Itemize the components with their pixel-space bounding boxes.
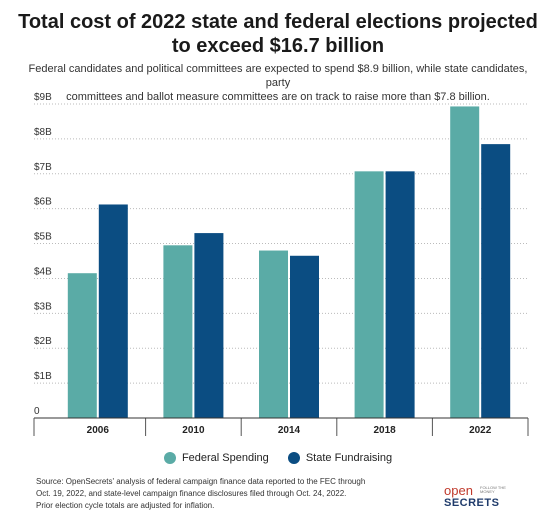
legend-swatch-federal	[163, 452, 176, 464]
source-line3: Prior election cycle totals are adjusted…	[36, 501, 215, 510]
legend-label-state: State Fundraising	[305, 452, 393, 464]
bar-state-2010	[194, 233, 224, 418]
bar-state-2018	[385, 171, 415, 418]
x-tick-label: 2022	[469, 425, 492, 436]
bar-federal-2014	[259, 250, 288, 418]
y-tick-label: $7B	[34, 162, 52, 173]
chart-subtitle-line2: committees and ballot measure committees…	[66, 91, 490, 103]
bar-federal-2010	[163, 245, 193, 418]
logo-open-text: open	[444, 483, 473, 498]
bar-federal-2018	[354, 171, 384, 418]
x-axis: 2006 2010 2014 2018 2022	[33, 417, 529, 436]
source-line2: Oct. 19, 2022, and state-level campaign …	[36, 489, 347, 498]
logo-tagline: FOLLOW THE MONEY	[480, 485, 506, 494]
chart-subtitle: Federal candidates and political committ…	[20, 62, 536, 104]
chart-subtitle-line1: Federal candidates and political committ…	[28, 63, 528, 89]
chart-title-line1: Total cost of 2022 state and federal ele…	[18, 11, 538, 33]
bar-federal-2006	[67, 273, 97, 418]
source-note: Source: OpenSecrets' analysis of federal…	[36, 476, 396, 512]
logo-secrets-text: SECRETS	[444, 497, 500, 509]
x-tick-label: 2010	[182, 425, 205, 436]
y-tick-label: $4B	[34, 266, 52, 277]
bars	[67, 106, 511, 418]
x-tick-label: 2014	[278, 425, 301, 436]
y-axis: 0 $1B $2B $3B $4B $5B $6B $7B $8B $9B	[34, 92, 52, 417]
source-line1: Source: OpenSecrets' analysis of federal…	[36, 477, 366, 486]
bar-state-2022	[481, 144, 511, 418]
chart-title-line2: to exceed $16.7 billion	[171, 35, 385, 57]
bar-federal-2022	[450, 106, 480, 418]
y-tick-label: $8B	[34, 127, 52, 138]
legend-item-state: State Fundraising	[287, 452, 393, 464]
y-tick-label: $9B	[34, 92, 52, 103]
opensecrets-logo: open FOLLOW THE MONEY SECRETS	[444, 484, 544, 510]
legend-swatch-state	[287, 452, 300, 464]
y-tick-label: $3B	[34, 301, 52, 312]
chart-title: Total cost of 2022 state and federal ele…	[10, 10, 546, 58]
legend-label-federal: Federal Spending	[181, 452, 269, 464]
legend-item-federal: Federal Spending	[163, 452, 269, 464]
y-tick-label: $5B	[34, 232, 52, 243]
x-tick-label: 2018	[373, 425, 396, 436]
y-tick-label: $1B	[34, 371, 52, 382]
x-tick-label: 2006	[87, 425, 110, 436]
y-tick-label: $6B	[34, 197, 52, 208]
y-tick-label: 0	[34, 406, 40, 417]
y-tick-label: $2B	[34, 336, 52, 347]
bar-state-2014	[290, 255, 319, 418]
bar-state-2006	[98, 204, 128, 418]
legend: Federal Spending State Fundraising	[0, 452, 556, 467]
